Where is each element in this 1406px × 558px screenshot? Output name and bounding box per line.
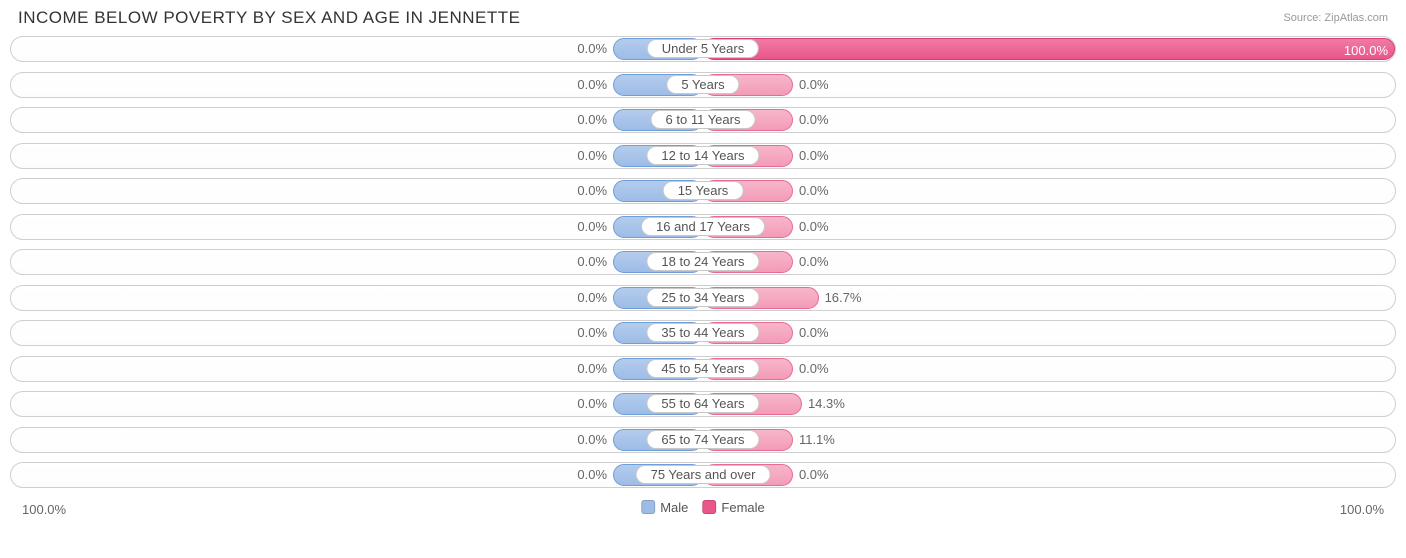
category-label: 6 to 11 Years (651, 110, 756, 129)
legend-male-label: Male (660, 500, 688, 515)
female-value-label: 0.0% (799, 254, 829, 269)
category-label: 5 Years (666, 75, 739, 94)
axis-right-label: 100.0% (1340, 502, 1384, 517)
legend-male-swatch (641, 500, 655, 514)
category-label: 18 to 24 Years (646, 252, 759, 271)
category-label: 35 to 44 Years (646, 323, 759, 342)
legend-female-swatch (702, 500, 716, 514)
male-value-label: 0.0% (577, 41, 607, 56)
female-value-label: 0.0% (799, 361, 829, 376)
diverging-bar-chart: 0.0%100.0%Under 5 Years0.0%0.0%5 Years0.… (0, 32, 1406, 488)
female-value-label: 100.0% (1344, 43, 1388, 58)
chart-footer: 100.0% Male Female 100.0% (0, 498, 1406, 528)
female-value-label: 0.0% (799, 77, 829, 92)
category-label: 55 to 64 Years (646, 394, 759, 413)
male-value-label: 0.0% (577, 467, 607, 482)
chart-row: 0.0% 0.0% 5 Years (10, 72, 1396, 98)
female-value-label: 0.0% (799, 112, 829, 127)
category-label: 15 Years (663, 181, 744, 200)
category-label: 25 to 34 Years (646, 288, 759, 307)
female-value-label: 0.0% (799, 325, 829, 340)
chart-row: 0.0% 0.0% 6 to 11 Years (10, 107, 1396, 133)
chart-row: 0.0% 0.0% 15 Years (10, 178, 1396, 204)
legend-female-label: Female (721, 500, 764, 515)
male-value-label: 0.0% (577, 290, 607, 305)
chart-row: 0.0% 14.3% 55 to 64 Years (10, 391, 1396, 417)
male-value-label: 0.0% (577, 361, 607, 376)
category-label: 65 to 74 Years (646, 430, 759, 449)
chart-row: 0.0% 0.0% 12 to 14 Years (10, 143, 1396, 169)
chart-row: 0.0% 0.0% 45 to 54 Years (10, 356, 1396, 382)
chart-header: INCOME BELOW POVERTY BY SEX AND AGE IN J… (0, 0, 1406, 32)
chart-source: Source: ZipAtlas.com (1283, 12, 1388, 24)
male-value-label: 0.0% (577, 325, 607, 340)
female-value-label: 0.0% (799, 219, 829, 234)
female-value-label: 11.1% (799, 432, 835, 447)
chart-row: 0.0% 100.0% Under 5 Years (10, 36, 1396, 62)
chart-row: 0.0% 0.0% 18 to 24 Years (10, 249, 1396, 275)
male-value-label: 0.0% (577, 112, 607, 127)
male-value-label: 0.0% (577, 219, 607, 234)
female-value-label: 0.0% (799, 183, 829, 198)
chart-row: 0.0% 11.1% 65 to 74 Years (10, 427, 1396, 453)
category-label: 45 to 54 Years (646, 359, 759, 378)
category-label: 75 Years and over (636, 465, 771, 484)
male-value-label: 0.0% (577, 183, 607, 198)
female-value-label: 0.0% (799, 148, 829, 163)
category-label: Under 5 Years (647, 39, 759, 58)
female-bar: 100.0% (703, 38, 1395, 60)
female-value-label: 16.7% (825, 290, 862, 305)
female-value-label: 0.0% (799, 467, 829, 482)
legend: Male Female (641, 500, 765, 515)
chart-row: 0.0% 16.7% 25 to 34 Years (10, 285, 1396, 311)
male-value-label: 0.0% (577, 77, 607, 92)
chart-row: 0.0% 0.0% 16 and 17 Years (10, 214, 1396, 240)
category-label: 16 and 17 Years (641, 217, 765, 236)
male-value-label: 0.0% (577, 148, 607, 163)
male-value-label: 0.0% (577, 254, 607, 269)
male-value-label: 0.0% (577, 396, 607, 411)
chart-row: 0.0% 0.0% 75 Years and over (10, 462, 1396, 488)
female-value-label: 14.3% (808, 396, 845, 411)
legend-male: Male (641, 500, 688, 515)
legend-female: Female (702, 500, 764, 515)
category-label: 12 to 14 Years (646, 146, 759, 165)
chart-row: 0.0% 0.0% 35 to 44 Years (10, 320, 1396, 346)
male-value-label: 0.0% (577, 432, 607, 447)
axis-left-label: 100.0% (22, 502, 66, 517)
chart-title: INCOME BELOW POVERTY BY SEX AND AGE IN J… (18, 8, 520, 28)
